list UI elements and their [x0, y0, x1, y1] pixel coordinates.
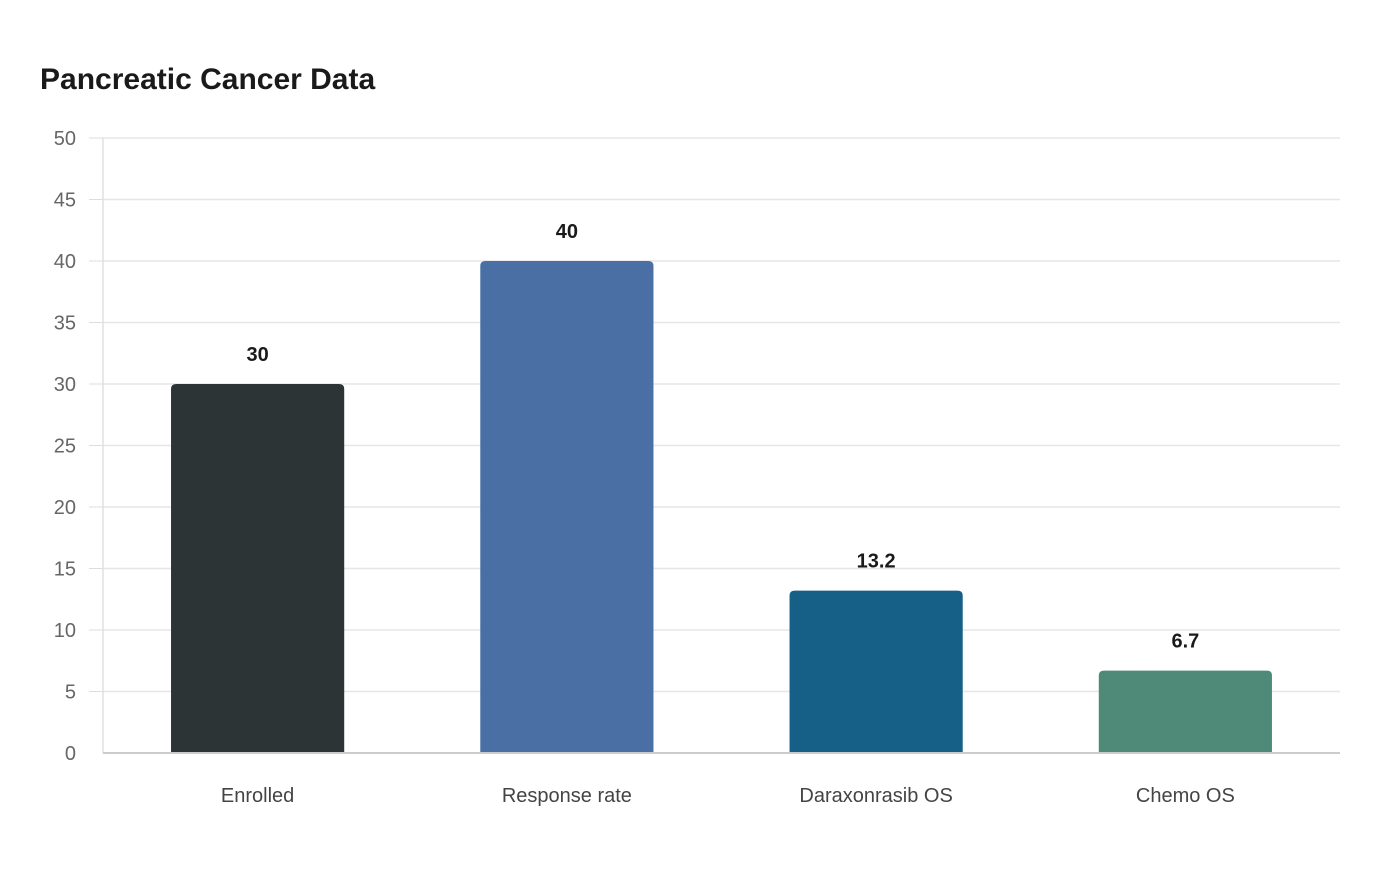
y-tick-label: 15	[54, 559, 76, 581]
x-tick-label: Daraxonrasib OS	[799, 785, 952, 807]
y-tick-label: 10	[54, 620, 76, 642]
bar-value-label: 6.7	[1171, 631, 1199, 653]
x-tick-label: Chemo OS	[1136, 785, 1235, 807]
y-tick-label: 20	[54, 497, 76, 519]
y-tick-label: 35	[54, 313, 76, 335]
bar-0	[171, 384, 345, 753]
bar-value-label: 40	[556, 221, 578, 243]
bar-3	[1098, 670, 1272, 753]
bar-value-label: 13.2	[857, 551, 896, 573]
y-tick-label: 45	[54, 190, 76, 212]
y-tick-label: 50	[54, 128, 76, 150]
y-tick-label: 25	[54, 436, 76, 458]
x-tick-label: Enrolled	[221, 785, 294, 807]
y-tick-label: 30	[54, 374, 76, 396]
bar-2	[789, 590, 963, 753]
chart-title: Pancreatic Cancer Data	[40, 63, 376, 96]
x-tick-label: Response rate	[502, 785, 632, 807]
bar-1	[480, 261, 654, 753]
y-tick-label: 5	[65, 682, 76, 704]
y-tick-label: 0	[65, 743, 76, 765]
y-tick-label: 40	[54, 251, 76, 273]
bar-value-label: 30	[247, 344, 269, 366]
